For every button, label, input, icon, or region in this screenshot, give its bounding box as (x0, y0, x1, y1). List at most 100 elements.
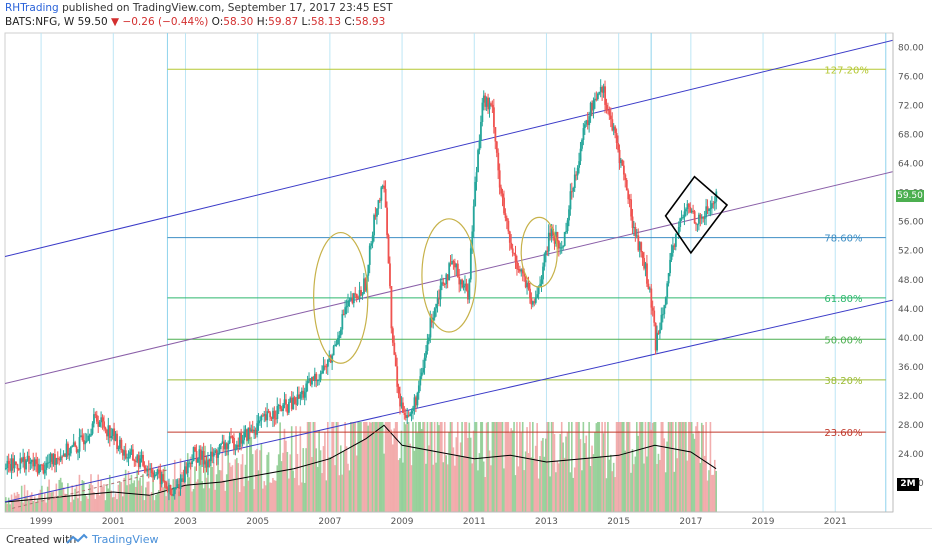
candle-body (276, 406, 279, 419)
candle-body (428, 337, 430, 342)
candle-body (194, 447, 196, 451)
volume-bar (650, 429, 653, 512)
volume-bar (495, 422, 498, 512)
volume-bar (425, 463, 427, 512)
candle-body (74, 442, 77, 447)
candle-body (331, 355, 334, 363)
last-price: 59.50 (77, 16, 108, 28)
volume-bar (312, 422, 315, 512)
candle-body (120, 439, 123, 450)
volume-bar (81, 480, 84, 512)
candle-body (622, 165, 625, 175)
volume-bar (386, 422, 388, 512)
candle-body (77, 451, 79, 453)
volume-bar (28, 500, 30, 512)
candle-body (325, 366, 328, 368)
volume-bar (553, 434, 556, 512)
volume-bar (237, 463, 240, 512)
volume-bar (348, 470, 351, 512)
candle-body (393, 342, 396, 355)
volume-bar (142, 474, 144, 512)
volume-bar (621, 422, 624, 512)
volume-bar (260, 444, 263, 512)
candle-body (315, 373, 318, 382)
candle-body (147, 469, 150, 471)
candle-body (185, 466, 188, 474)
price-candles (5, 79, 718, 501)
candle-body (160, 474, 163, 485)
candle-body (552, 228, 555, 236)
candle-body (695, 223, 697, 225)
volume-bar (52, 491, 55, 512)
candle-body (236, 444, 238, 449)
candle-body (377, 200, 380, 209)
candle-body (511, 248, 514, 253)
candle-body (413, 397, 416, 408)
volume-bar (478, 453, 481, 512)
candle-body (501, 193, 504, 198)
candle-body (422, 368, 425, 373)
volume-bar (477, 470, 479, 512)
volume-bar (575, 422, 577, 512)
candle-body (573, 174, 576, 188)
candle-body (562, 245, 565, 248)
author-name[interactable]: RHTrading (5, 2, 59, 14)
candle-body (238, 433, 241, 448)
tradingview-logo-icon[interactable] (66, 533, 88, 547)
volume-bar (117, 484, 120, 512)
candle-body (305, 383, 308, 393)
candle-body (628, 199, 631, 201)
candle-body (127, 457, 130, 459)
candle-body (64, 453, 66, 457)
candle-body (703, 217, 706, 219)
volume-bar (321, 473, 323, 512)
volume-bar (539, 456, 541, 512)
volume-bar (562, 442, 564, 512)
time-tick-label: 2003 (174, 517, 197, 527)
price-chart[interactable]: 127.20% 78.60% 61.80% 50.00% 38.20% 23.60% 80.… (0, 0, 932, 528)
candle-body (267, 411, 270, 413)
volume-bar (445, 455, 447, 512)
candle-body (247, 427, 250, 441)
candle-body (666, 283, 669, 298)
candle-body (647, 283, 650, 290)
volume-bar (59, 477, 62, 512)
candle-body (32, 459, 35, 467)
candle-body (270, 417, 273, 419)
volume-bar (332, 422, 335, 512)
candle-body (407, 415, 410, 417)
volume-bar (43, 492, 46, 512)
volume-bar (121, 496, 124, 512)
volume-bar (648, 422, 651, 512)
volume-bar (635, 422, 638, 512)
volume-bar (556, 460, 559, 512)
candle-body (547, 232, 550, 252)
volume-bar (20, 485, 23, 512)
volume-bar (686, 460, 689, 512)
volume-bar (58, 479, 61, 512)
candle-body (484, 95, 487, 107)
price-tick-label: 52.00 (898, 247, 924, 257)
volume-bar (257, 470, 260, 512)
candle-body (5, 468, 7, 470)
candle-body (237, 444, 240, 448)
volume-bar (292, 470, 294, 512)
candle-body (121, 449, 124, 456)
down-arrow-icon: ▼ (111, 16, 120, 28)
candle-body (301, 390, 303, 395)
candle-body (218, 445, 221, 454)
candle-body (443, 283, 446, 285)
tradingview-link[interactable]: TradingView (92, 533, 159, 546)
volume-bar (75, 484, 78, 512)
volume-bar (673, 471, 676, 512)
volume-bar (407, 422, 410, 512)
candle-body (485, 97, 488, 107)
candle-body (660, 314, 663, 330)
volume-bar (709, 422, 712, 512)
candle-body (351, 297, 354, 304)
candle-body (90, 433, 92, 436)
fib-level-label: 61.80% (824, 294, 862, 305)
volume-bar (197, 479, 199, 512)
candle-body (696, 223, 699, 225)
volume-bar (116, 499, 118, 512)
